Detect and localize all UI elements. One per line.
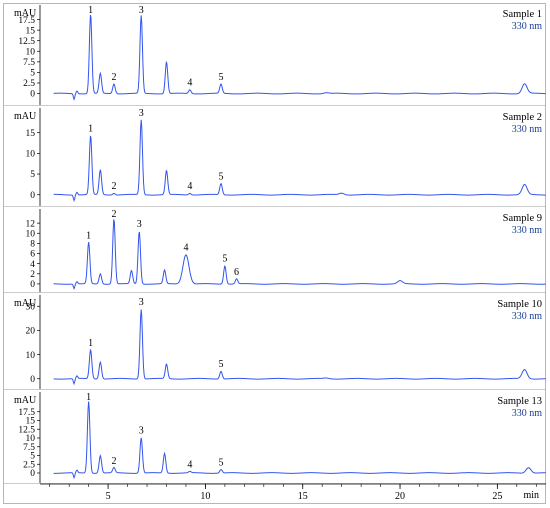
- chromatogram-trace: [53, 119, 546, 203]
- y-tick-label: 10: [26, 351, 36, 361]
- y-tick-label: 12: [26, 219, 36, 229]
- chromatogram-trace: [53, 219, 546, 290]
- peak-label: 5: [218, 72, 223, 83]
- y-tick-label: 2: [30, 270, 35, 280]
- chromatogram-trace: [53, 309, 546, 386]
- peak-label: 4: [187, 78, 192, 89]
- peak-label: 4: [187, 181, 192, 192]
- peak-label: 5: [218, 359, 223, 370]
- peak-label: 4: [183, 243, 188, 254]
- x-tick-label: 15: [298, 491, 308, 502]
- peak-label: 6: [234, 267, 239, 278]
- y-tick-label: 0: [30, 469, 35, 479]
- y-tick-label: 0: [30, 90, 35, 100]
- y-tick-label: 0: [30, 191, 35, 201]
- peak-label: 5: [222, 254, 227, 265]
- peak-label: 1: [86, 230, 91, 241]
- peak-label: 3: [137, 219, 142, 230]
- y-unit-label: mAU: [14, 111, 37, 122]
- y-tick-label: 15: [26, 129, 36, 139]
- wavelength-label: 330 nm: [512, 408, 543, 419]
- y-tick-label: 12.5: [18, 425, 35, 435]
- peak-label: 3: [139, 297, 144, 308]
- peak-label: 1: [86, 392, 91, 403]
- y-tick-label: 17.5: [18, 16, 35, 26]
- chromatogram-trace: [53, 401, 546, 480]
- y-tick-label: 7.5: [23, 58, 35, 68]
- y-tick-label: 30: [26, 302, 36, 312]
- y-tick-label: 5: [30, 69, 35, 79]
- y-tick-label: 15: [26, 417, 36, 427]
- y-tick-label: 12.5: [18, 37, 35, 47]
- peak-label: 2: [111, 209, 116, 220]
- peak-label: 3: [139, 108, 144, 119]
- peak-label: 1: [88, 5, 93, 16]
- y-tick-label: 20: [26, 327, 36, 337]
- peak-label: 1: [88, 124, 93, 135]
- peak-label: 2: [111, 456, 116, 467]
- y-tick-label: 10: [26, 229, 36, 239]
- wavelength-label: 330 nm: [512, 21, 543, 32]
- y-tick-label: 17.5: [18, 408, 35, 418]
- sample-label: Sample 13: [497, 396, 542, 407]
- y-tick-label: 5: [30, 452, 35, 462]
- y-tick-label: 2.5: [23, 79, 35, 89]
- x-tick-label: 10: [200, 491, 210, 502]
- peak-label: 3: [139, 426, 144, 437]
- peak-label: 2: [111, 181, 116, 192]
- x-unit-label: min: [523, 490, 539, 501]
- x-tick-label: 25: [492, 491, 502, 502]
- peak-label: 3: [139, 5, 144, 16]
- peak-label: 5: [218, 172, 223, 183]
- peak-label: 4: [187, 460, 192, 471]
- sample-label: Sample 1: [503, 9, 542, 20]
- y-tick-label: 4: [30, 260, 35, 270]
- sample-label: Sample 10: [497, 299, 542, 310]
- sample-label: Sample 9: [503, 213, 542, 224]
- peak-label: 1: [88, 338, 93, 349]
- y-tick-label: 10: [26, 150, 36, 160]
- y-tick-label: 10: [26, 47, 36, 57]
- y-tick-label: 7.5: [23, 443, 35, 453]
- y-tick-label: 0: [30, 280, 35, 290]
- sample-label: Sample 2: [503, 112, 542, 123]
- y-unit-label: mAU: [14, 395, 37, 406]
- y-unit-label: mAU: [14, 298, 37, 309]
- wavelength-label: 330 nm: [512, 225, 543, 236]
- peak-label: 2: [111, 72, 116, 83]
- y-tick-label: 2.5: [23, 460, 35, 470]
- y-tick-label: 10: [26, 434, 36, 444]
- y-unit-label: mAU: [14, 8, 37, 19]
- x-tick-label: 5: [106, 491, 111, 502]
- y-tick-label: 15: [26, 26, 36, 36]
- figure-frame: [3, 3, 546, 504]
- y-tick-label: 6: [30, 250, 35, 260]
- y-tick-label: 5: [30, 170, 35, 180]
- wavelength-label: 330 nm: [512, 124, 543, 135]
- chromatogram-trace: [53, 14, 546, 101]
- peak-label: 5: [218, 458, 223, 469]
- y-tick-label: 8: [30, 240, 35, 250]
- y-tick-label: 0: [30, 375, 35, 385]
- x-tick-label: 20: [395, 491, 405, 502]
- wavelength-label: 330 nm: [512, 311, 543, 322]
